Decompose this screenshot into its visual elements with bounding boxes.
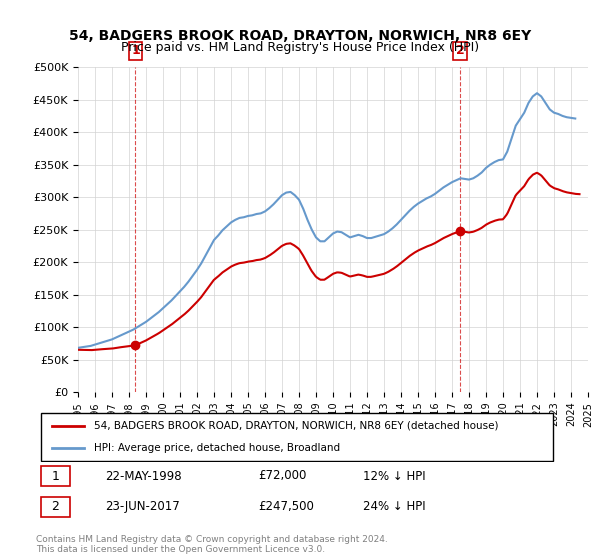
Text: £247,500: £247,500 bbox=[258, 500, 314, 514]
Text: £72,000: £72,000 bbox=[258, 469, 306, 483]
Text: 23-JUN-2017: 23-JUN-2017 bbox=[104, 500, 179, 514]
FancyBboxPatch shape bbox=[41, 497, 70, 517]
Text: 1: 1 bbox=[52, 469, 59, 483]
Text: 2: 2 bbox=[455, 44, 464, 58]
Text: 54, BADGERS BROOK ROAD, DRAYTON, NORWICH, NR8 6EY: 54, BADGERS BROOK ROAD, DRAYTON, NORWICH… bbox=[69, 29, 531, 44]
Text: 22-MAY-1998: 22-MAY-1998 bbox=[104, 469, 181, 483]
Text: Price paid vs. HM Land Registry's House Price Index (HPI): Price paid vs. HM Land Registry's House … bbox=[121, 41, 479, 54]
Text: 54, BADGERS BROOK ROAD, DRAYTON, NORWICH, NR8 6EY (detached house): 54, BADGERS BROOK ROAD, DRAYTON, NORWICH… bbox=[94, 421, 499, 431]
Text: 2: 2 bbox=[52, 500, 59, 514]
Text: HPI: Average price, detached house, Broadland: HPI: Average price, detached house, Broa… bbox=[94, 443, 340, 453]
Text: 12% ↓ HPI: 12% ↓ HPI bbox=[364, 469, 426, 483]
FancyBboxPatch shape bbox=[41, 413, 553, 461]
Text: 1: 1 bbox=[131, 44, 140, 58]
FancyBboxPatch shape bbox=[41, 466, 70, 486]
Text: 24% ↓ HPI: 24% ↓ HPI bbox=[364, 500, 426, 514]
Text: Contains HM Land Registry data © Crown copyright and database right 2024.
This d: Contains HM Land Registry data © Crown c… bbox=[36, 535, 388, 554]
